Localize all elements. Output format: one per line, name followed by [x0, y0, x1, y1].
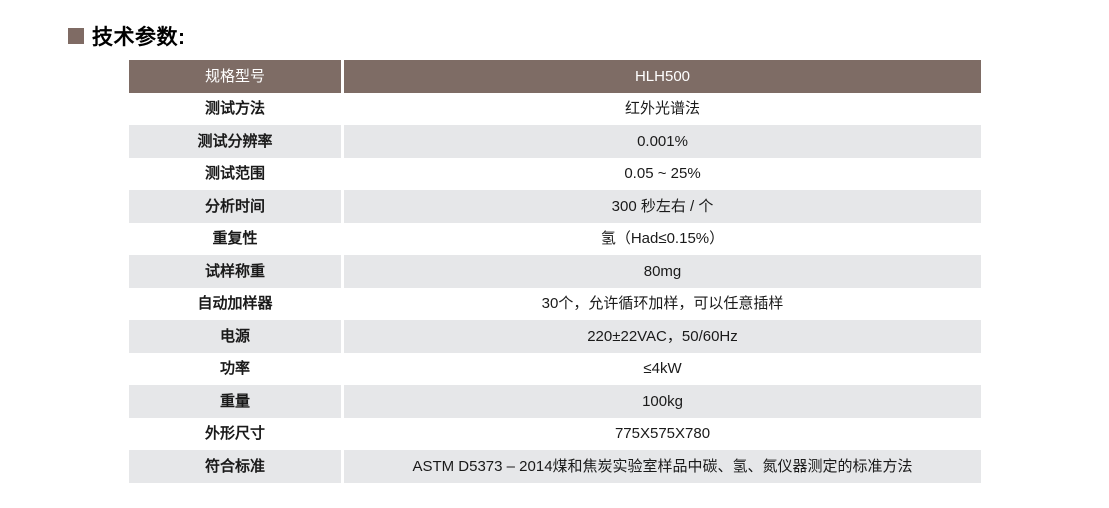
table-row: 符合标准 ASTM D5373 – 2014煤和焦炭实验室样品中碳、氢、氮仪器测… — [129, 450, 981, 483]
spec-table-body: 测试方法 红外光谱法 测试分辨率 0.001% 测试范围 0.05 ~ 25% … — [129, 92, 981, 483]
section-title-text: 技术参数: — [92, 26, 186, 49]
table-row: 测试方法 红外光谱法 — [129, 92, 981, 125]
table-row: 分析时间 300 秒左右 / 个 — [129, 190, 981, 223]
spec-label-cell: 外形尺寸 — [129, 417, 341, 450]
table-row: 测试分辨率 0.001% — [129, 125, 981, 158]
spec-value-cell: ASTM D5373 – 2014煤和焦炭实验室样品中碳、氢、氮仪器测定的标准方… — [344, 450, 981, 483]
spec-value-cell: 220±22VAC，50/60Hz — [344, 320, 981, 353]
section-title: 技术参数: — [68, 21, 186, 51]
table-row: 试样称重 80mg — [129, 255, 981, 288]
spec-value-cell: 100kg — [344, 385, 981, 418]
spec-value-cell: 80mg — [344, 255, 981, 288]
spec-label-cell: 功率 — [129, 352, 341, 385]
spec-label-cell: 测试分辨率 — [129, 125, 341, 158]
spec-header-label-cell: 规格型号 — [129, 60, 341, 93]
square-bullet-icon — [68, 28, 84, 44]
spec-value-cell: ≤4kW — [344, 352, 981, 385]
spec-label-cell: 分析时间 — [129, 190, 341, 223]
table-row: 外形尺寸 775X575X780 — [129, 417, 981, 450]
spec-label-cell: 自动加样器 — [129, 287, 341, 320]
table-row: 功率 ≤4kW — [129, 352, 981, 385]
spec-value-cell: 0.05 ~ 25% — [344, 157, 981, 190]
spec-value-cell: 775X575X780 — [344, 417, 981, 450]
spec-table: 规格型号 HLH500 测试方法 红外光谱法 测试分辨率 0.001% 测试范围… — [129, 60, 981, 483]
spec-label-cell: 符合标准 — [129, 450, 341, 483]
spec-value-cell: 氢（Had≤0.15%） — [344, 222, 981, 255]
spec-label-cell: 试样称重 — [129, 255, 341, 288]
spec-label-cell: 电源 — [129, 320, 341, 353]
table-row: 自动加样器 30个，允许循环加样，可以任意插样 — [129, 287, 981, 320]
spec-value-cell: 300 秒左右 / 个 — [344, 190, 981, 223]
spec-table-header-row: 规格型号 HLH500 — [129, 60, 981, 93]
spec-value-cell: 30个，允许循环加样，可以任意插样 — [344, 287, 981, 320]
spec-value-cell: 红外光谱法 — [344, 92, 981, 125]
spec-label-cell: 测试方法 — [129, 92, 341, 125]
spec-label-cell: 重复性 — [129, 222, 341, 255]
spec-label-cell: 重量 — [129, 385, 341, 418]
spec-value-cell: 0.001% — [344, 125, 981, 158]
spec-header-value-cell: HLH500 — [344, 60, 981, 93]
table-row: 电源 220±22VAC，50/60Hz — [129, 320, 981, 353]
table-row: 测试范围 0.05 ~ 25% — [129, 157, 981, 190]
spec-label-cell: 测试范围 — [129, 157, 341, 190]
table-row: 重复性 氢（Had≤0.15%） — [129, 222, 981, 255]
table-row: 重量 100kg — [129, 385, 981, 418]
